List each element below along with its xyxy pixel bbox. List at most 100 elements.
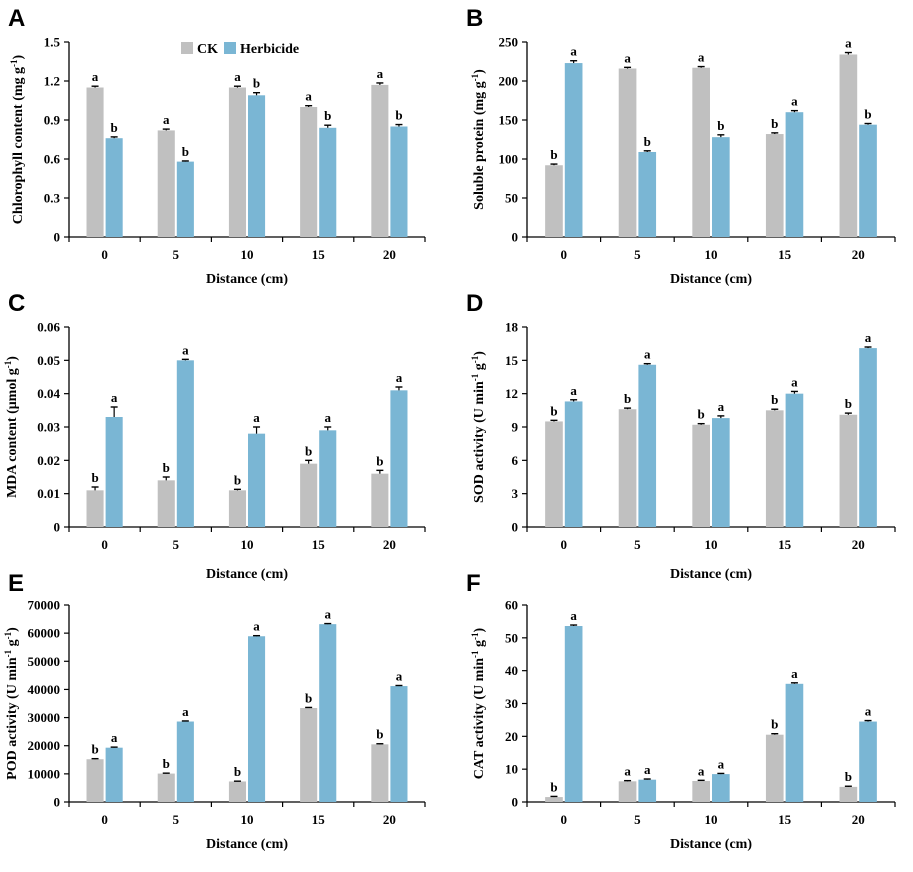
significance-label: a [624, 764, 631, 779]
significance-label: a [182, 342, 189, 357]
y-tick-label: 10 [505, 762, 518, 777]
y-tick-label: 150 [499, 113, 519, 128]
bar-ck [157, 773, 175, 802]
significance-label: b [305, 690, 312, 705]
bar-herbicide [176, 161, 194, 237]
y-tick-label: 20000 [28, 738, 61, 753]
bar-ck [692, 780, 710, 802]
significance-label: a [698, 763, 705, 778]
y-tick-label: 30 [505, 696, 518, 711]
significance-label: a [305, 89, 312, 104]
significance-label: a [791, 666, 798, 681]
bar-ck [371, 744, 389, 802]
y-tick-label: 50000 [28, 654, 61, 669]
bar-herbicide [712, 774, 730, 802]
bar-herbicide [319, 624, 337, 802]
x-tick-label: 20 [383, 247, 396, 262]
x-tick-label: 15 [778, 537, 792, 552]
y-tick-label: 0 [54, 520, 61, 535]
panel-letter: D [466, 290, 483, 317]
y-axis-label: SOD activity (U min-1 g-1) [470, 351, 487, 503]
x-tick-label: 20 [383, 812, 396, 827]
y-tick-label: 50 [505, 630, 518, 645]
y-axis-label: POD activity (U min-1 g-1) [3, 627, 20, 780]
significance-label: a [396, 370, 403, 385]
bar-ck [765, 734, 784, 802]
x-tick-label: 10 [705, 812, 718, 827]
significance-label: b [91, 470, 98, 485]
bar-herbicide [176, 360, 194, 527]
bar-ck [371, 84, 389, 238]
y-axis-label: CAT activity (U min-1 g-1) [470, 627, 487, 779]
y-axis-label-part: g [472, 363, 487, 374]
significance-label: b [182, 144, 189, 159]
significance-label: b [163, 460, 170, 475]
significance-label: a [324, 607, 331, 622]
y-axis-label-part: ) [11, 54, 26, 59]
significance-label: b [550, 147, 557, 162]
significance-label: a [92, 69, 99, 84]
significance-label: a [718, 399, 725, 414]
y-tick-label: 0 [54, 230, 61, 245]
bar-herbicide [248, 433, 266, 527]
bar-ck [692, 424, 710, 527]
x-tick-label: 5 [173, 537, 180, 552]
bar-herbicide [248, 636, 266, 802]
x-tick-label: 0 [561, 812, 568, 827]
y-tick-label: 9 [512, 420, 519, 435]
significance-label: b [550, 403, 557, 418]
y-axis-label-part: Chlorophyll content (mg g [11, 67, 26, 224]
y-tick-label: 0.04 [37, 386, 60, 401]
significance-label: b [111, 120, 118, 135]
bar-herbicide [105, 138, 123, 237]
x-tick-label: 5 [634, 537, 641, 552]
significance-label: a [111, 390, 118, 405]
significance-label: b [864, 107, 871, 122]
x-tick-label: 10 [241, 247, 254, 262]
significance-label: a [182, 704, 189, 719]
x-tick-label: 5 [173, 812, 180, 827]
x-tick-label: 15 [312, 537, 326, 552]
bar-herbicide [638, 779, 657, 802]
y-axis-label-superscript: -1 [3, 631, 13, 639]
significance-label: a [253, 619, 260, 634]
significance-label: b [624, 391, 631, 406]
x-tick-label: 10 [705, 247, 718, 262]
x-tick-label: 0 [561, 247, 568, 262]
y-tick-label: 0.02 [37, 453, 60, 468]
significance-label: a [865, 704, 872, 719]
bar-ck [765, 410, 784, 527]
bar-herbicide [564, 401, 583, 527]
y-axis-label-superscript: -1 [470, 355, 480, 363]
y-tick-label: 70000 [28, 598, 61, 613]
significance-label: a [718, 756, 725, 771]
significance-label: b [771, 717, 778, 732]
y-tick-label: 3 [512, 486, 519, 501]
y-tick-label: 30000 [28, 710, 61, 725]
x-tick-label: 20 [383, 537, 396, 552]
bar-ck [300, 463, 318, 527]
y-tick-label: 50 [505, 191, 518, 206]
significance-label: b [717, 118, 724, 133]
panel-e: E0100002000030000400005000060000700000ba… [3, 570, 426, 852]
x-tick-label: 0 [101, 537, 108, 552]
y-axis-label-part: ) [5, 356, 20, 361]
significance-label: b [234, 764, 241, 779]
bar-herbicide [564, 63, 583, 238]
x-axis-label: Distance (cm) [670, 567, 752, 582]
significance-label: b [771, 116, 778, 131]
bar-ck [157, 130, 175, 237]
significance-label: a [377, 66, 384, 81]
x-axis-label: Distance (cm) [206, 272, 288, 287]
y-tick-label: 40000 [28, 682, 61, 697]
y-axis-label-part: MDA content (μmol g [5, 368, 20, 498]
y-tick-label: 60 [505, 598, 518, 613]
panel-letter: C [8, 290, 25, 317]
significance-label: b [163, 756, 170, 771]
y-tick-label: 1.5 [44, 35, 61, 50]
bar-ck [618, 68, 637, 238]
bar-herbicide [390, 686, 408, 802]
y-tick-label: 20 [505, 729, 518, 744]
bar-ck [228, 781, 246, 802]
y-tick-label: 0.03 [37, 420, 60, 435]
